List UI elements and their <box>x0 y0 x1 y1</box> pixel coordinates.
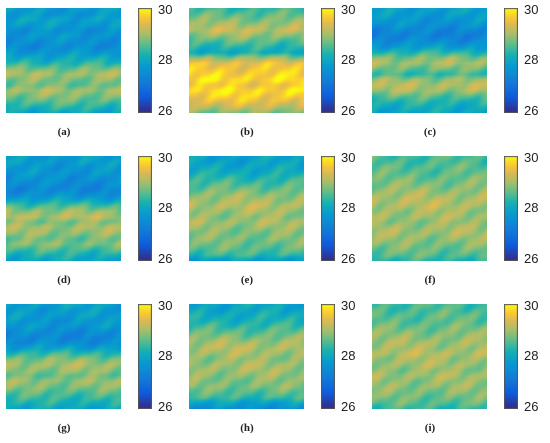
panel-label: (g) <box>57 422 71 434</box>
colorbar-tick-mid: 28 <box>158 52 173 67</box>
colorbar-tick-max: 30 <box>158 150 173 165</box>
panel-d: 30 28 26 (d) <box>0 148 183 295</box>
colorbar-h <box>321 304 335 409</box>
colorbar-b <box>321 8 335 113</box>
panel-label: (c) <box>423 126 437 138</box>
colorbar-tick-max: 30 <box>341 150 356 165</box>
panel-f: 30 28 26 (f) <box>366 148 549 295</box>
colorbar-tick-mid: 28 <box>341 200 356 215</box>
colorbar-tick-max: 30 <box>524 298 539 313</box>
colorbar-tick-mid: 28 <box>341 52 356 67</box>
colorbar-tick-max: 30 <box>524 150 539 165</box>
colorbar-tick-min: 26 <box>341 251 356 266</box>
colorbar-tick-min: 26 <box>524 399 539 414</box>
panel-c: 30 28 26 (c) <box>366 0 549 147</box>
heatmap-g <box>6 304 121 409</box>
colorbar-tick-max: 30 <box>341 298 356 313</box>
colorbar-tick-min: 26 <box>524 251 539 266</box>
panel-label: (e) <box>240 274 254 286</box>
colorbar-tick-mid: 28 <box>524 200 539 215</box>
colorbar-tick-min: 26 <box>158 399 173 414</box>
heatmap-a <box>6 8 121 113</box>
heatmap-b <box>189 8 304 113</box>
panel-label: (b) <box>240 126 254 138</box>
colorbar-i <box>504 304 518 409</box>
panel-g: 30 28 26 (g) <box>0 296 183 443</box>
colorbar-tick-min: 26 <box>524 103 539 118</box>
colorbar-tick-mid: 28 <box>524 52 539 67</box>
colorbar-tick-max: 30 <box>158 2 173 17</box>
panel-label: (f) <box>424 274 436 286</box>
colorbar-tick-mid: 28 <box>341 348 356 363</box>
colorbar-f <box>504 156 518 261</box>
colorbar-tick-mid: 28 <box>158 200 173 215</box>
colorbar-tick-min: 26 <box>341 399 356 414</box>
colorbar-d <box>138 156 152 261</box>
colorbar-tick-max: 30 <box>158 298 173 313</box>
panel-label: (a) <box>57 126 71 138</box>
colorbar-a <box>138 8 152 113</box>
heatmap-e <box>189 156 304 261</box>
panel-a: 30 28 26 (a) <box>0 0 183 147</box>
heatmap-h <box>189 304 304 409</box>
colorbar-tick-min: 26 <box>158 251 173 266</box>
colorbar-tick-max: 30 <box>524 2 539 17</box>
heatmap-i <box>372 304 487 409</box>
colorbar-tick-max: 30 <box>341 2 356 17</box>
colorbar-tick-min: 26 <box>341 103 356 118</box>
panel-label: (i) <box>424 422 436 434</box>
colorbar-c <box>504 8 518 113</box>
panel-label: (h) <box>240 422 254 434</box>
heatmap-c <box>372 8 487 113</box>
colorbar-tick-mid: 28 <box>524 348 539 363</box>
heatmap-d <box>6 156 121 261</box>
colorbar-tick-mid: 28 <box>158 348 173 363</box>
panel-label: (d) <box>57 274 71 286</box>
panel-i: 30 28 26 (i) <box>366 296 549 443</box>
heatmap-f <box>372 156 487 261</box>
panel-e: 30 28 26 (e) <box>183 148 366 295</box>
panel-b: 30 28 26 (b) <box>183 0 366 147</box>
colorbar-e <box>321 156 335 261</box>
colorbar-g <box>138 304 152 409</box>
panel-h: 30 28 26 (h) <box>183 296 366 443</box>
colorbar-tick-min: 26 <box>158 103 173 118</box>
